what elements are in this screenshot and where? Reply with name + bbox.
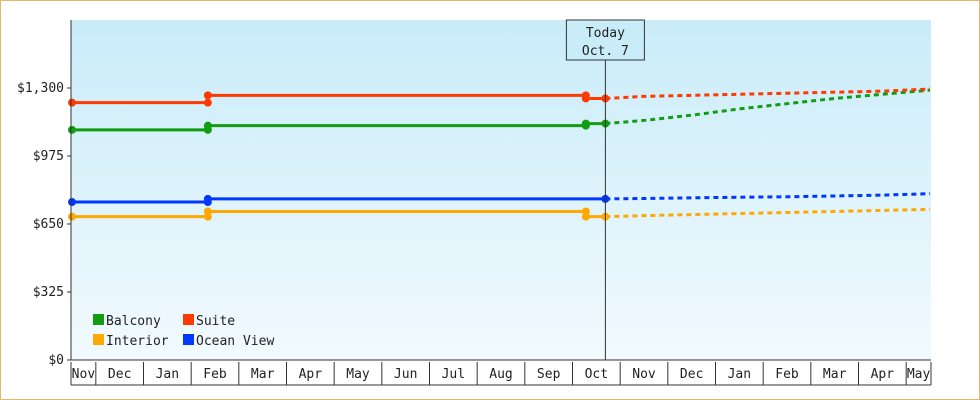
data-point[interactable]: [203, 91, 212, 100]
data-point[interactable]: [203, 121, 212, 130]
x-tick-label: Jan: [728, 367, 751, 382]
x-tick-label: Dec: [680, 367, 703, 382]
x-tick-label: Dec: [108, 367, 131, 382]
series-forecast-suite: [605, 87, 931, 100]
x-tick-label: Sep: [537, 367, 561, 382]
legend-swatch: [183, 314, 194, 325]
data-point[interactable]: [68, 212, 76, 221]
x-tick-label: Nov: [72, 367, 96, 382]
data-point[interactable]: [68, 198, 76, 207]
x-tick-label: Apr: [299, 367, 323, 382]
series-forecast-balcony: [605, 88, 931, 126]
x-tick-label: Jul: [442, 367, 465, 382]
legend-label: Ocean View: [196, 334, 274, 349]
x-tick-label: Feb: [203, 367, 227, 382]
x-tick-label: Mar: [823, 367, 847, 382]
data-point[interactable]: [203, 98, 212, 107]
y-tick-label: $650: [33, 217, 64, 232]
legend-label: Suite: [196, 314, 235, 329]
y-tick-label: $325: [33, 285, 64, 300]
series-forecast-ocean-view: [605, 192, 931, 201]
y-tick-label: $0: [48, 353, 64, 368]
x-tick-label: Aug: [489, 367, 512, 382]
data-point[interactable]: [581, 212, 590, 221]
data-point[interactable]: [581, 119, 590, 128]
x-tick-label: Jun: [394, 367, 417, 382]
today-box: [565, 19, 645, 61]
legend-swatch: [183, 334, 194, 345]
x-tick-label: Feb: [775, 367, 799, 382]
plot-area: [71, 20, 931, 360]
legend-label: Balcony: [106, 314, 161, 329]
x-tick-label: May: [346, 367, 370, 382]
y-tick-label: $975: [33, 149, 64, 164]
x-tick-label: Mar: [251, 367, 275, 382]
today-date: Oct. 7: [582, 44, 629, 59]
data-point[interactable]: [68, 98, 76, 107]
series-forecast-interior: [605, 207, 931, 219]
x-tick-label: Oct: [585, 367, 608, 382]
x-tick-label: Apr: [871, 367, 895, 382]
data-point[interactable]: [581, 94, 590, 103]
y-tick-label: $1,300: [17, 81, 64, 96]
x-tick-label: May: [907, 367, 931, 382]
data-point[interactable]: [203, 207, 212, 216]
data-point[interactable]: [203, 194, 212, 203]
today-label: Today: [586, 26, 625, 41]
data-point[interactable]: [68, 125, 76, 134]
legend-swatch: [93, 334, 104, 345]
legend-swatch: [93, 314, 104, 325]
legend-label: Interior: [106, 334, 169, 349]
x-tick-label: Jan: [156, 367, 179, 382]
x-tick-label: Nov: [632, 367, 656, 382]
